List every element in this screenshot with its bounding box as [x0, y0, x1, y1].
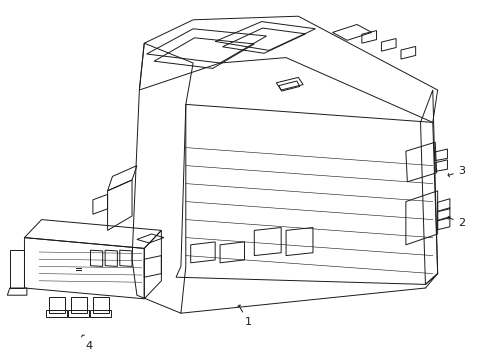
Text: 3: 3 [447, 166, 465, 177]
Text: 2: 2 [447, 216, 465, 228]
Text: 4: 4 [81, 335, 93, 351]
Text: 1: 1 [237, 305, 251, 327]
